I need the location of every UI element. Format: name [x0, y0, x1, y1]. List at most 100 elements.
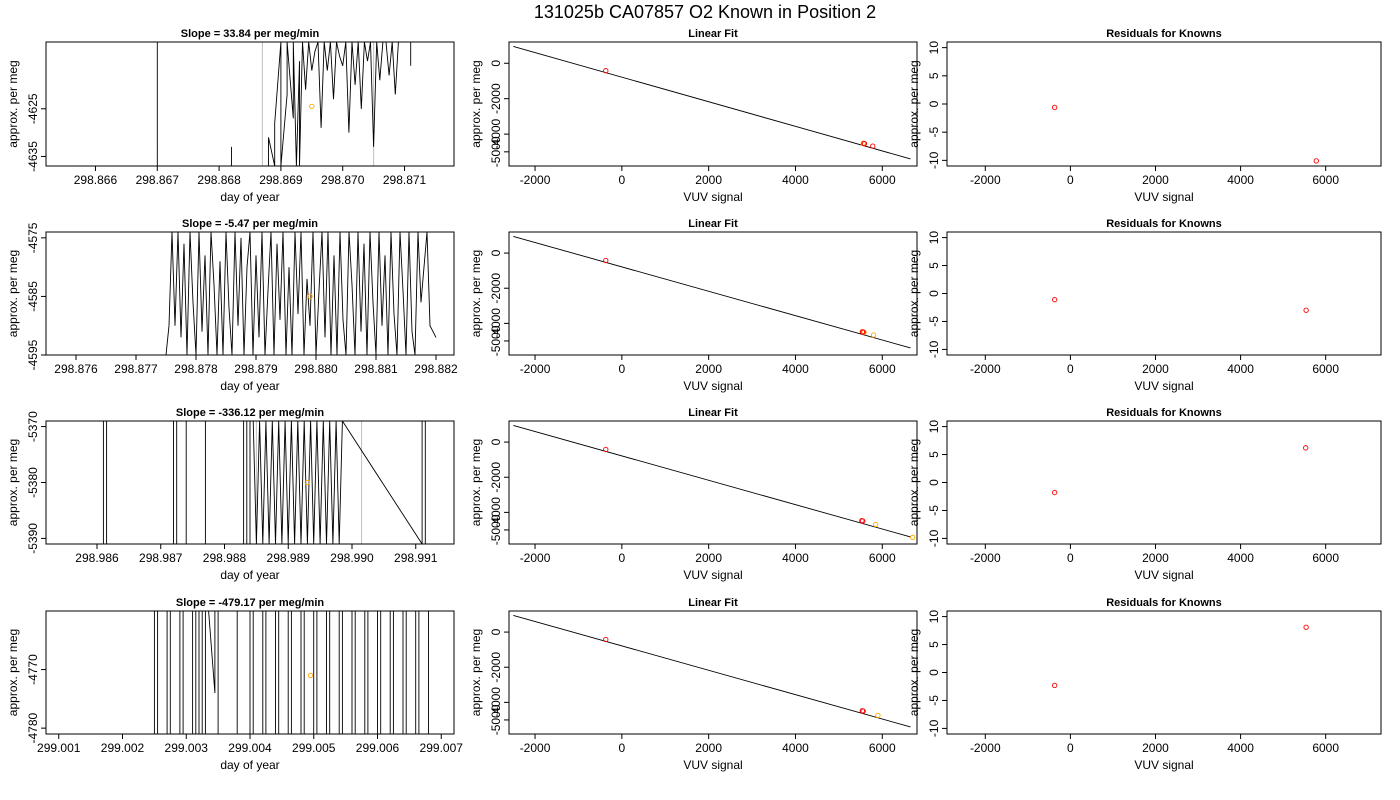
panel-4-3-title: Residuals for Knowns	[1106, 597, 1222, 609]
panel-1-2-known-point-0	[603, 68, 609, 74]
panel-3-3: Residuals for Knowns -2000 0 2000 4000 6000 10…	[907, 407, 1382, 582]
panel-3-3-title: Residuals for Knowns	[1106, 407, 1222, 419]
panel-1-1-ytick-label-1: -4635	[26, 141, 40, 172]
panel-3-3-frame	[946, 420, 1382, 545]
panel-1-2-xtick-label-3: 4000	[782, 173, 809, 187]
panel-4-3-xtick-label-0: -2000	[970, 741, 1001, 755]
panel-1-2-ylabel: approx. per meg	[469, 60, 483, 147]
panel-1-1-ytick-label-0: -4625	[26, 93, 40, 124]
panel-3-1-xtick-label-3: 298.989	[267, 551, 311, 565]
panel-3-1-ytick-label-2: -5390	[26, 523, 40, 554]
panel-4-2-plot-area	[513, 614, 911, 728]
panel-1-1-xtick-label-5: 298.871	[383, 173, 427, 187]
panel-4-3-xtick-label-3: 4000	[1227, 741, 1254, 755]
panel-2-2-known-point-0	[603, 257, 609, 264]
panel-4-3: Residuals for Knowns -2000 0 2000 4000 6000 10…	[907, 597, 1382, 772]
panel-3-1: Slope = -336.12 per meg/min 298.986 298.98…	[6, 407, 455, 582]
panel-3-1-title: Slope = -336.12 per meg/min	[176, 407, 325, 419]
panel-3-2-xtick-label-3: 4000	[782, 551, 809, 565]
panel-3-3-xtick-label-2: 2000	[1142, 551, 1169, 565]
panel-3-1-xtick-label-5: 298.991	[394, 551, 438, 565]
panel-4-1-xtick-label-1: 299.002	[101, 741, 145, 755]
panel-3-1-ylabel: approx. per meg	[6, 439, 20, 526]
panel-2-2-xlabel: VUV signal	[683, 379, 742, 393]
panel-1-2-xtick-label-1: 0	[619, 173, 626, 187]
panel-4-2-xtick-label-3: 4000	[782, 741, 809, 755]
panel-4-3-xtick-label-4: 6000	[1312, 741, 1339, 755]
panel-2-3-xtick-label-4: 6000	[1312, 362, 1339, 376]
panel-3-3-xtick-label-1: 0	[1067, 551, 1074, 565]
panel-1-2-plot-area	[513, 45, 911, 160]
panel-4-2-known-point-0	[603, 636, 609, 643]
panel-1-3-ylabel: approx. per meg	[907, 60, 921, 147]
panel-3-3-known-point-1	[1303, 445, 1309, 451]
panel-3-2-ytick-label-2: -4000	[489, 497, 503, 528]
panel-2-1-plot-area	[46, 232, 437, 355]
panel-2-2-xtick-label-3: 4000	[782, 362, 809, 376]
panel-2-3-ytick-label-1: 5	[927, 262, 941, 269]
panel-2-1-xtick-label-0: 298.876	[54, 362, 98, 376]
panel-3-3-plot-area	[1051, 445, 1309, 496]
panel-4-2-title: Linear Fit	[688, 597, 738, 609]
panel-3-1-point-0	[304, 479, 311, 486]
panel-1-3-ytick-label-4: -10	[927, 151, 941, 169]
panel-2-3-xtick-label-2: 2000	[1142, 362, 1169, 376]
panel-1-1-frame	[45, 41, 455, 167]
panel-4-3-xlabel: VUV signal	[1134, 758, 1193, 772]
panel-2-1-ytick-label-2: -4595	[26, 339, 40, 370]
panel-4-2-ytick-label-2: -4000	[489, 687, 503, 718]
panel-1-2-xlabel: VUV signal	[683, 190, 742, 204]
panel-1-3-known-point-0	[1051, 104, 1058, 111]
panel-2-3-ytick-label-2: 0	[927, 290, 941, 297]
panel-4-1-plot-area	[153, 611, 429, 734]
panel-1-1-point-0	[309, 103, 315, 110]
panel-2-1-point-0	[307, 293, 313, 300]
panel-2-1-xtick-label-6: 298.882	[414, 362, 458, 376]
panel-2-1-series-line-0	[46, 232, 437, 355]
panel-4-2-ylabel: approx. per meg	[469, 629, 483, 716]
panel-3-3-xlabel: VUV signal	[1134, 568, 1193, 582]
panel-4-1: Slope = -479.17 per meg/min 299.001 299.00…	[6, 597, 463, 772]
panel-2-3-known-point-0	[1051, 296, 1058, 303]
panel-2-3-frame	[946, 231, 1382, 356]
panel-3-3-xtick-label-4: 6000	[1312, 551, 1339, 565]
panel-4-2: Linear Fit -2000 0 2000 4000 6000 0 -2000 -4000-…	[469, 597, 918, 772]
panel-4-2-xtick-label-1: 0	[619, 741, 626, 755]
panel-4-1-xtick-label-4: 299.005	[292, 741, 336, 755]
panel-4-1-xtick-label-6: 299.007	[420, 741, 464, 755]
panel-3-3-ytick-label-1: 5	[927, 451, 941, 458]
panel-4-1-xtick-label-3: 299.004	[228, 741, 272, 755]
panel-4-3-plot-area	[1051, 624, 1309, 689]
panel-3-2-xlabel: VUV signal	[683, 568, 742, 582]
panel-4-2-ytick-label-1: -2000	[489, 652, 503, 683]
panel-4-3-xtick-label-2: 2000	[1142, 741, 1169, 755]
panel-2-1-xtick-label-1: 298.877	[114, 362, 158, 376]
panel-4-1-xlabel: day of year	[220, 758, 279, 772]
panel-3-3-ytick-label-4: -10	[927, 529, 941, 547]
panel-1-1-title: Slope = 33.84 per meg/min	[181, 28, 320, 40]
panel-2-1-xtick-label-4: 298.880	[294, 362, 338, 376]
panel-3-1-series-line-0	[102, 421, 426, 544]
panel-4-1-series-line-0	[153, 611, 429, 734]
panel-3-2-ytick-label-1: -2000	[489, 462, 503, 493]
panel-2-2-ytick-label-2: -4000	[489, 308, 503, 339]
panel-4-2-xtick-label-0: -2000	[520, 741, 551, 755]
panel-3-1-xtick-label-2: 298.988	[203, 551, 247, 565]
panel-4-3-known-point-1	[1303, 624, 1309, 630]
panel-4-2-ytick-label-3: -5000	[489, 704, 503, 735]
panel-3-3-ytick-label-3: -5	[927, 505, 941, 516]
panel-2-2-open-point-1	[870, 332, 877, 338]
panel-2-3-xlabel: VUV signal	[1134, 379, 1193, 393]
panel-2-2-title: Linear Fit	[688, 218, 738, 230]
panel-1-2-known-point-2	[861, 141, 868, 147]
panel-3-1-ytick-label-0: -5370	[26, 411, 40, 442]
panel-2-3-known-point-1	[1303, 307, 1309, 313]
panel-4-2-xtick-label-2: 2000	[695, 741, 722, 755]
panel-3-2-xtick-label-4: 6000	[869, 551, 896, 565]
panel-1-3-xtick-label-0: -2000	[970, 173, 1001, 187]
panels-grid: Slope = 33.84 per meg/min 298.866 298.867 2…	[6, 28, 1382, 772]
panel-2-1-title: Slope = -5.47 per meg/min	[182, 218, 318, 230]
panel-1-3-ytick-label-3: -5	[927, 127, 941, 138]
panel-3-1-plot-area	[102, 421, 426, 544]
panel-3-2-title: Linear Fit	[688, 407, 738, 419]
